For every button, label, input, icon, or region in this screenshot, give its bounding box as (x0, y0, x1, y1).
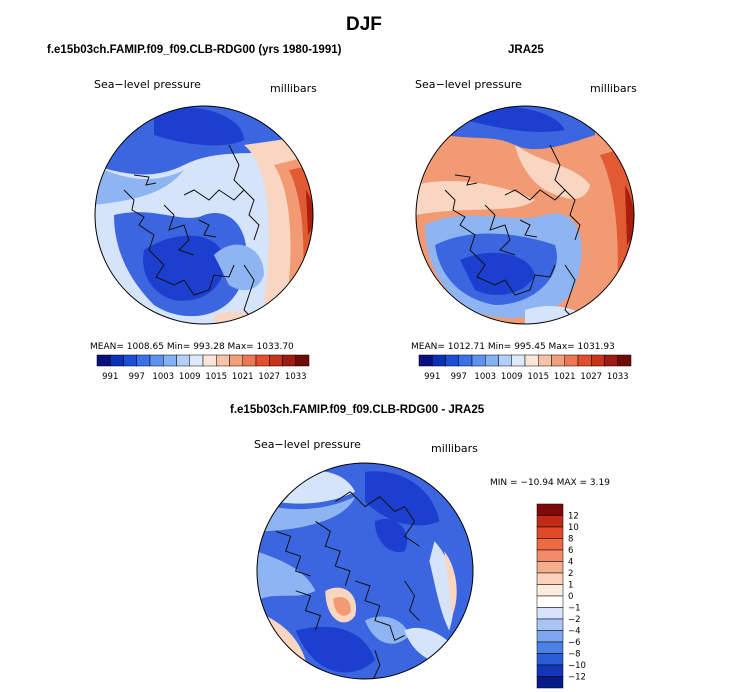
colorbar-diff-box-4 (536, 549, 564, 562)
colorbar-diff-label-13: −10 (568, 661, 586, 671)
colorbar-abs-1: 991 997 1003 1009 1015 1021 1027 1033 (96, 354, 310, 382)
colorbar-abs-2-box-7 (511, 354, 526, 367)
colorbar-abs-1-box-1 (110, 354, 124, 367)
colorbar-diff-box-0 (536, 503, 564, 516)
colorbar-diff-label-0: 12 (568, 512, 579, 522)
colorbar-abs-1-label-7: 1033 (285, 372, 307, 382)
panel-3-title: f.e15b03ch.FAMIP.f09_f09.CLB-RDG00 - JRA… (230, 404, 485, 416)
colorbar-abs-2-label-1: 997 (451, 372, 467, 382)
colorbar-diff-box-2 (536, 526, 564, 539)
colorbar-abs-1-label-1: 997 (129, 372, 145, 382)
colorbar-diff-box-1 (536, 515, 564, 528)
colorbar-diff-label-2: 8 (568, 535, 573, 545)
colorbar-abs-2-box-0 (418, 354, 433, 367)
colorbar-abs-2-box-13 (591, 354, 605, 367)
colorbar-abs-2-label-7: 1033 (607, 372, 629, 382)
colorbar-abs-1-box-10 (229, 354, 243, 367)
colorbar-abs-2-box-8 (524, 354, 539, 367)
colorbar-abs-1-box-11 (242, 354, 257, 367)
colorbar-diff-label-12: −8 (568, 650, 581, 660)
colorbar-diff-label-6: 1 (568, 581, 573, 591)
colorbar-abs-1-label-4: 1015 (205, 372, 227, 382)
colorbar-diff-box-14 (536, 664, 564, 677)
colorbar-abs-1-box-3 (136, 354, 151, 367)
colorbar-diff-label-5: 2 (568, 569, 573, 579)
colorbar-diff-label-4: 4 (568, 558, 573, 568)
colorbar-abs-1-box-4 (149, 354, 164, 367)
colorbar-diff-box-9 (536, 607, 564, 620)
colorbar-abs-1-label-3: 1009 (179, 372, 201, 382)
colorbar-diff-box-8 (536, 595, 564, 608)
colorbar-abs-1-box-0 (96, 354, 111, 367)
colorbar-diff-box-15 (536, 676, 564, 689)
colorbar-diff-label-9: −2 (568, 615, 581, 625)
colorbar-diff-label-3: 6 (568, 546, 573, 556)
panel-2-units: millibars (590, 82, 637, 95)
colorbar-diff-box-6 (536, 572, 564, 585)
colorbar-abs-2-box-3 (458, 354, 473, 367)
colorbar-abs-2-box-2 (445, 354, 459, 367)
colorbar-abs-1-box-15 (295, 354, 310, 367)
panel-1-stats: MEAN= 1008.65 Min= 993.28 Max= 1033.70 (90, 342, 294, 352)
colorbar-abs-2-box-4 (471, 354, 486, 367)
panel-1-title: f.e15b03ch.FAMIP.f09_f09.CLB-RDG00 (yrs … (47, 44, 342, 56)
colorbar-abs-2: 991 997 1003 1009 1015 1021 1027 1033 (418, 354, 632, 382)
colorbar-abs-2-box-14 (604, 354, 618, 367)
colorbar-diff-label-1: 10 (568, 523, 579, 533)
map-jra25-slp (415, 105, 635, 325)
map-model-slp (94, 105, 314, 325)
panel-2-variable: Sea−level pressure (415, 78, 522, 91)
colorbar-diff-label-11: −6 (568, 638, 581, 648)
colorbar-abs-2-box-12 (577, 354, 592, 367)
panel-3-stats: MIN = −10.94 MAX = 3.19 (490, 478, 610, 488)
panel-1-variable: Sea−level pressure (94, 78, 201, 91)
colorbar-abs-2-label-4: 1015 (527, 372, 549, 382)
colorbar-diff-label-7: 0 (568, 592, 573, 602)
colorbar-abs-1-box-7 (189, 354, 204, 367)
colorbar-abs-2-label-5: 1021 (554, 372, 576, 382)
colorbar-abs-1-box-14 (282, 354, 296, 367)
map-difference-slp (256, 462, 474, 680)
colorbar-diff-box-13 (536, 653, 564, 666)
colorbar-abs-2-label-0: 991 (424, 372, 440, 382)
colorbar-abs-1-box-2 (123, 354, 137, 367)
colorbar-diff-box-12 (536, 641, 564, 654)
panel-2-stats: MEAN= 1012.71 Min= 995.45 Max= 1031.93 (411, 342, 615, 352)
colorbar-abs-2-label-3: 1009 (501, 372, 523, 382)
panel-2-title: JRA25 (508, 44, 544, 56)
panel-3-variable: Sea−level pressure (254, 438, 361, 451)
colorbar-abs-1-box-13 (269, 354, 283, 367)
colorbar-abs-1-box-6 (176, 354, 190, 367)
colorbar-abs-2-box-6 (498, 354, 512, 367)
colorbar-abs-2-label-6: 1027 (580, 372, 602, 382)
colorbar-abs-1-label-6: 1027 (258, 372, 280, 382)
colorbar-abs-2-box-11 (564, 354, 579, 367)
colorbar-abs-1-label-5: 1021 (232, 372, 254, 382)
colorbar-abs-1-label-0: 991 (102, 372, 118, 382)
colorbar-diff-label-8: −1 (568, 604, 581, 614)
colorbar-abs-2-box-1 (432, 354, 446, 367)
colorbar-abs-1-box-12 (255, 354, 270, 367)
colorbar-abs-2-box-15 (617, 354, 632, 367)
colorbar-abs-1-label-2: 1003 (152, 372, 174, 382)
colorbar-abs-2-box-5 (485, 354, 499, 367)
colorbar-abs-2-label-2: 1003 (474, 372, 496, 382)
colorbar-abs-1-box-5 (163, 354, 177, 367)
colorbar-diff-label-10: −4 (568, 627, 581, 637)
colorbar-abs-2-box-9 (538, 354, 552, 367)
colorbar-diff-box-7 (536, 584, 564, 597)
colorbar-diff-box-10 (536, 618, 564, 631)
colorbar-abs-1-box-9 (216, 354, 230, 367)
colorbar-abs-2-box-10 (551, 354, 565, 367)
colorbar-diff-box-11 (536, 630, 564, 643)
colorbar-diff-box-5 (536, 561, 564, 574)
colorbar-diff-box-3 (536, 538, 564, 551)
panel-1-units: millibars (270, 82, 317, 95)
figure-title: DJF (346, 14, 382, 35)
colorbar-abs-1-box-8 (202, 354, 217, 367)
colorbar-diff-label-14: −12 (568, 673, 586, 683)
panel-3-units: millibars (431, 442, 478, 455)
